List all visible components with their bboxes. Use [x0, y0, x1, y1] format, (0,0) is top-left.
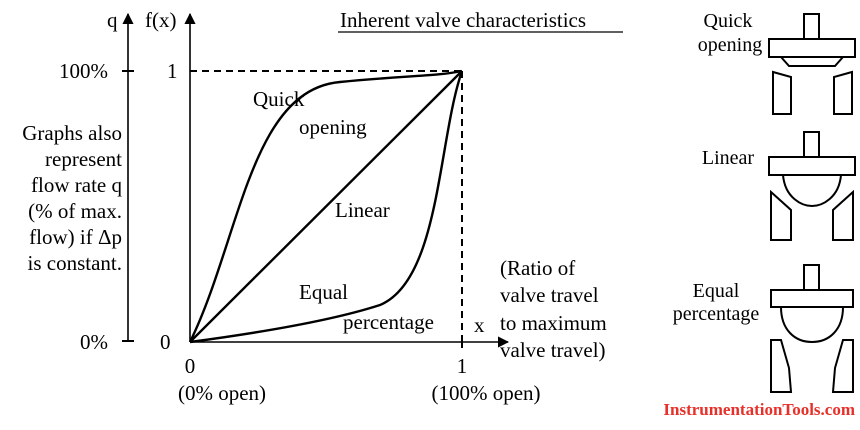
- fx-tick-label-0: 0: [160, 330, 171, 354]
- x-note-line: valve travel): [500, 338, 606, 362]
- valve-label-linear: Linear: [702, 147, 755, 169]
- quick-opening-curve: [188, 69, 463, 343]
- valve-label-quick: Quick: [704, 10, 753, 32]
- side-note-line: is constant.: [28, 251, 123, 275]
- linear-curve: [189, 70, 463, 343]
- q-tick-label-100: 100%: [59, 59, 108, 83]
- x-axis-note: (Ratio of valve travel to maximum valve …: [500, 256, 607, 362]
- valve-label-percentage: percentage: [673, 303, 760, 325]
- x-note-line: (Ratio of: [500, 256, 575, 280]
- valve-label-opening: opening: [698, 34, 762, 56]
- side-note-line: Graphs also: [22, 121, 122, 145]
- equal-percentage-curve: [189, 70, 464, 344]
- curve-label-quick: Quick: [253, 87, 305, 111]
- valve-equal-percentage: [770, 264, 854, 393]
- side-note: Graphs also represent flow rate q (% of …: [22, 121, 122, 275]
- diagram-title: Inherent valve characteristics: [340, 8, 586, 32]
- fx-axis-label: f(x): [145, 8, 176, 32]
- curve-label-percentage: percentage: [343, 310, 434, 334]
- x-note-line: valve travel: [500, 283, 599, 307]
- x-axis-label: x: [474, 313, 485, 337]
- curve-label-opening: opening: [299, 115, 367, 139]
- x-note-line: to maximum: [500, 311, 607, 335]
- curve-label-linear: Linear: [335, 198, 390, 222]
- side-note-line: flow) if Δp: [29, 225, 122, 249]
- fx-tick-label-1: 1: [167, 59, 178, 83]
- curve-label-equal: Equal: [299, 280, 348, 304]
- side-note-line: flow rate q: [31, 173, 122, 197]
- valve-quick-opening: [768, 13, 856, 115]
- brand-watermark: InstrumentationTools.com: [663, 400, 855, 419]
- x-tick-label-1: 1: [457, 354, 468, 378]
- side-note-line: represent: [45, 147, 122, 171]
- valve-label-equal: Equal: [693, 280, 740, 302]
- x-tick-note-0: (0% open): [178, 381, 266, 405]
- side-note-line: (% of max.: [28, 199, 122, 223]
- x-tick-label-0: 0: [185, 354, 196, 378]
- valve-linear: [768, 131, 856, 241]
- q-axis-label: q: [107, 8, 118, 32]
- q-tick-label-0: 0%: [80, 330, 108, 354]
- x-tick-note-1: (100% open): [431, 381, 540, 405]
